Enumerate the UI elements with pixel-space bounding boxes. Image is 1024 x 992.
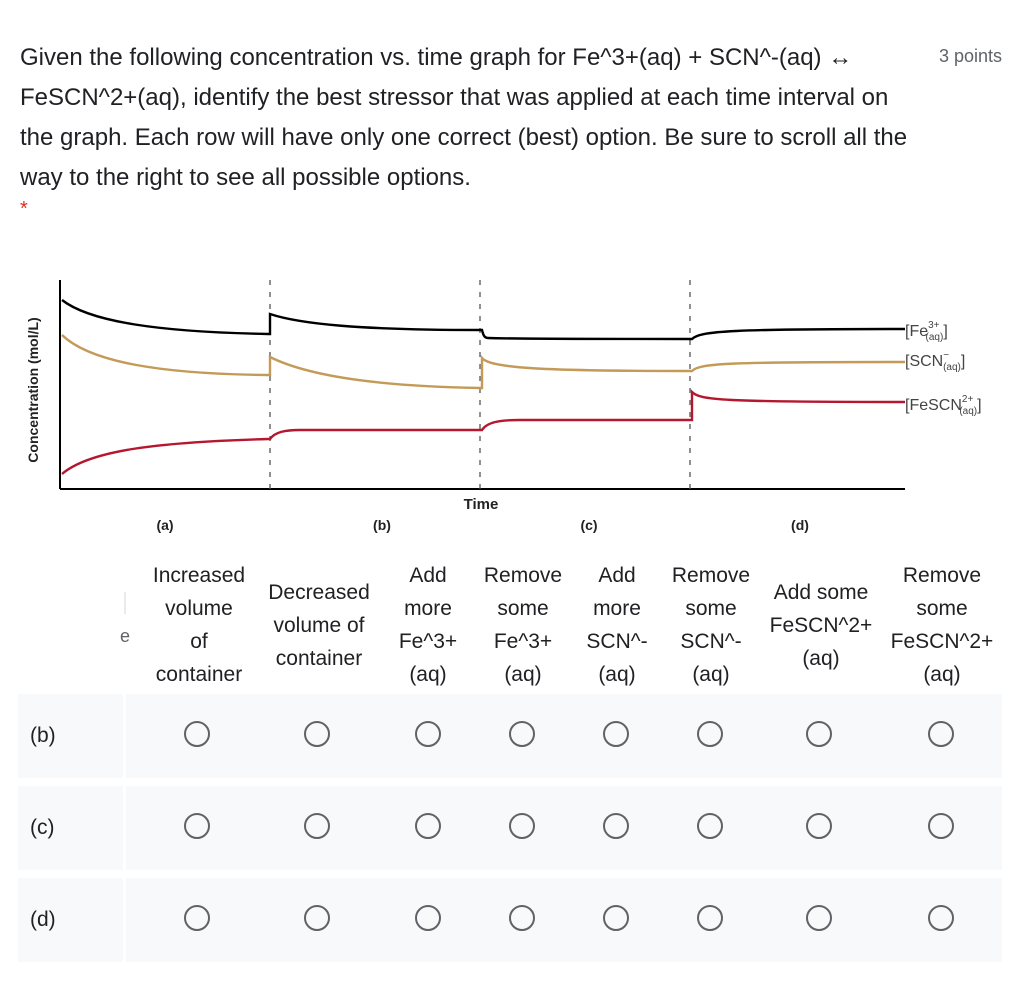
interval-label-c: (c) xyxy=(580,517,597,533)
radio-c-remove-scn[interactable] xyxy=(697,813,723,839)
series-fe-line xyxy=(61,299,906,341)
concentration-time-graph: [Fe3+ (aq)] [SCN− (aq)] [FeSCN2+ (aq)] Conc… xyxy=(25,280,982,533)
radio-b-increased-volume[interactable] xyxy=(184,721,210,747)
grid-stub-text: e xyxy=(120,626,131,646)
x-axis-label: Time xyxy=(464,496,499,513)
column-header-increased-volume: Increased volume of container xyxy=(152,564,246,686)
radio-c-add-scn[interactable] xyxy=(603,813,629,839)
points-label: 3 points xyxy=(938,46,1002,66)
row-label: (b) xyxy=(30,724,56,747)
radio-d-increased-volume[interactable] xyxy=(184,905,210,931)
radio-b-remove-fescn[interactable] xyxy=(928,721,954,747)
grid-column-headers: Increased volume of container Decreased … xyxy=(0,558,1024,692)
column-header-remove-scn: Remove some SCN^- (aq) xyxy=(671,564,751,686)
radio-b-add-fescn[interactable] xyxy=(806,721,832,747)
radio-d-remove-fe[interactable] xyxy=(509,905,535,931)
radio-d-remove-scn[interactable] xyxy=(697,905,723,931)
series-scn-line xyxy=(61,334,906,390)
radio-c-decreased-volume[interactable] xyxy=(304,813,330,839)
grid-row-b: (b) xyxy=(18,694,1002,778)
radio-b-add-scn[interactable] xyxy=(603,721,629,747)
radio-d-add-fescn[interactable] xyxy=(806,905,832,931)
series-fescn-line xyxy=(61,389,906,475)
column-header-remove-fe: Remove some Fe^3+ (aq) xyxy=(483,564,563,686)
row-divider xyxy=(123,694,126,778)
radio-b-add-fe[interactable] xyxy=(415,721,441,747)
radio-c-remove-fescn[interactable] xyxy=(928,813,954,839)
row-divider xyxy=(123,878,126,962)
interval-label-b: (b) xyxy=(373,517,391,533)
required-asterisk: * xyxy=(20,198,28,220)
legend-fe: [Fe3+ (aq)] xyxy=(905,320,948,343)
interval-label-d: (d) xyxy=(791,517,809,533)
column-header-decreased-volume: Decreased volume of container xyxy=(268,580,370,670)
interval-label-a: (a) xyxy=(156,517,173,533)
radio-c-remove-fe[interactable] xyxy=(509,813,535,839)
radio-b-remove-fe[interactable] xyxy=(509,721,535,747)
radio-b-remove-scn[interactable] xyxy=(697,721,723,747)
grid-stub-divider xyxy=(124,592,126,614)
radio-c-add-fescn[interactable] xyxy=(806,813,832,839)
radio-c-increased-volume[interactable] xyxy=(184,813,210,839)
radio-b-decreased-volume[interactable] xyxy=(304,721,330,747)
column-header-remove-fescn: Remove some FeSCN^2+ (aq) xyxy=(890,564,994,686)
row-label: (d) xyxy=(30,908,56,931)
row-divider xyxy=(123,786,126,870)
grid-row-d: (d) xyxy=(18,878,1002,962)
row-label: (c) xyxy=(30,816,55,839)
legend-scn: [SCN− (aq)] xyxy=(905,350,965,373)
column-header-add-fescn: Add some FeSCN^2+ (aq) xyxy=(769,580,873,670)
question-text: Given the following concentration vs. ti… xyxy=(20,44,908,191)
grid-row-c: (c) xyxy=(18,786,1002,870)
radio-d-add-scn[interactable] xyxy=(603,905,629,931)
column-header-add-scn: Add more SCN^- (aq) xyxy=(586,564,648,686)
radio-c-add-fe[interactable] xyxy=(415,813,441,839)
radio-d-decreased-volume[interactable] xyxy=(304,905,330,931)
legend-fescn: [FeSCN2+ (aq)] xyxy=(905,394,982,417)
column-header-add-fe: Add more Fe^3+ (aq) xyxy=(398,564,458,686)
y-axis-label: Concentration (mol/L) xyxy=(25,317,41,462)
radio-d-add-fe[interactable] xyxy=(415,905,441,931)
radio-d-remove-fescn[interactable] xyxy=(928,905,954,931)
